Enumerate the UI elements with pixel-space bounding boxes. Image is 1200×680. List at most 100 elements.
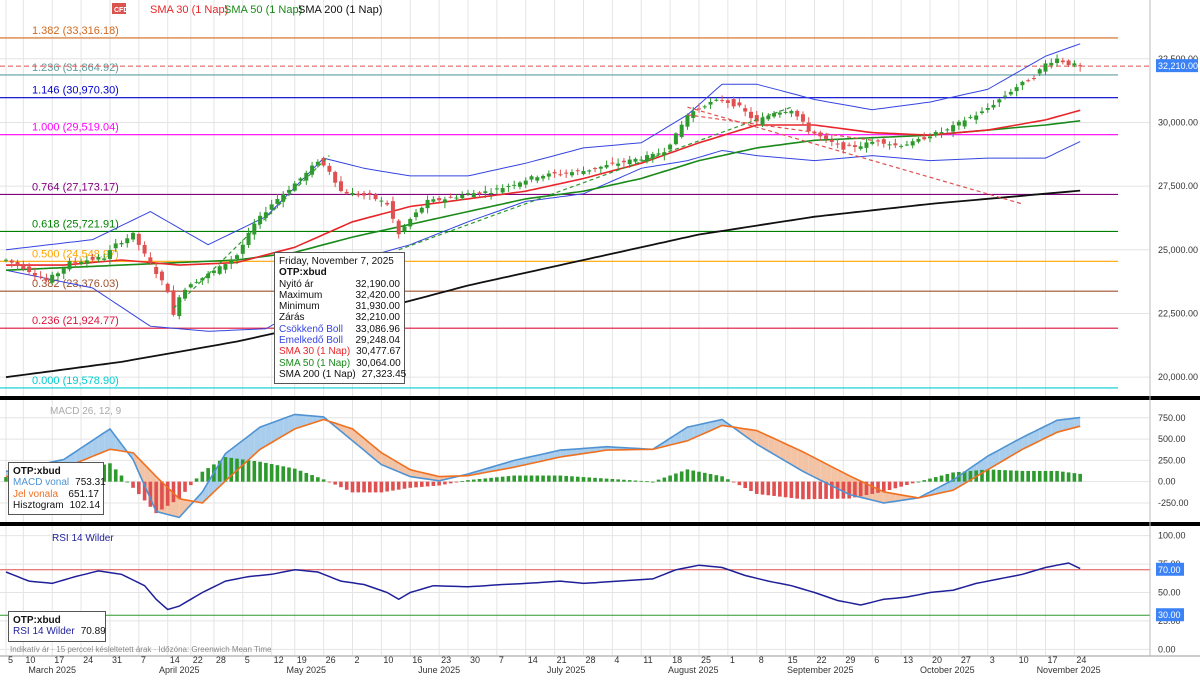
tooltip-row-value: 29,248.04 — [356, 335, 401, 346]
macd-histogram-bar — [934, 477, 938, 482]
macd-box-row-value: 102.14 — [70, 500, 101, 511]
x-month-label: July 2025 — [547, 665, 586, 675]
macd-histogram-bar — [339, 482, 343, 488]
macd-histogram-bar — [385, 482, 389, 492]
rsi-title: RSI 14 Wilder — [52, 533, 114, 544]
fibonacci-level-label: 0.764 (27,173.17) — [32, 181, 119, 193]
macd-histogram-bar — [720, 476, 724, 481]
x-day-label: 10 — [25, 655, 35, 665]
macd-histogram-bar — [593, 478, 597, 482]
price-tick-label: 20,000.00 — [1158, 372, 1198, 382]
macd-histogram-bar — [888, 482, 892, 490]
candle-body — [1044, 63, 1048, 71]
candle-body — [1049, 63, 1053, 65]
tooltip-row-value: 27,323.45 — [362, 369, 407, 380]
macd-histogram-bar — [830, 482, 834, 499]
candle-body — [270, 204, 274, 209]
macd-histogram-bar — [270, 464, 274, 482]
candle-body — [345, 192, 349, 194]
candle-body — [391, 201, 395, 219]
candle-body — [1072, 63, 1076, 65]
macd-histogram-bar — [940, 476, 944, 482]
candle-body — [535, 177, 539, 180]
macd-histogram-bar — [738, 482, 742, 485]
macd-histogram-bar — [368, 482, 372, 493]
candle-body — [16, 262, 20, 265]
fibonacci-level-label: 1.146 (30,970.30) — [32, 85, 119, 97]
macd-histogram-bar — [709, 474, 713, 482]
macd-histogram-bar — [899, 482, 903, 487]
candle-body — [928, 137, 932, 139]
candle-body — [85, 260, 89, 264]
candle-body — [449, 197, 453, 198]
candle-body — [622, 161, 626, 162]
x-month-label: June 2025 — [418, 665, 460, 675]
fibonacci-level-label: 0.236 (21,924.77) — [32, 315, 119, 327]
legend-sma200: SMA 200 (1 Nap) — [298, 4, 382, 16]
candle-body — [125, 238, 129, 243]
macd-histogram-bar — [795, 482, 799, 499]
macd-histogram-bar — [801, 482, 805, 500]
macd-histogram-bar — [183, 482, 187, 492]
macd-histogram-bar — [1044, 471, 1048, 482]
candle-body — [414, 212, 418, 217]
candle-body — [940, 132, 944, 133]
x-day-label: 18 — [672, 655, 682, 665]
candle-body — [922, 137, 926, 139]
macd-histogram-bar — [512, 476, 516, 482]
candle-body — [275, 199, 279, 204]
macd-histogram-bar — [622, 480, 626, 482]
macd-histogram-bar — [553, 476, 557, 482]
macd-histogram-bar — [1032, 471, 1036, 482]
macd-histogram-bar — [657, 480, 661, 482]
candle-body — [1003, 96, 1007, 97]
macd-histogram-bar — [564, 476, 568, 482]
candle-body — [714, 100, 718, 101]
x-month-label: April 2025 — [159, 665, 200, 675]
macd-histogram-bar — [882, 482, 886, 492]
candle-body — [639, 160, 643, 161]
macd-histogram-bar — [1015, 471, 1019, 482]
x-day-label: 10 — [1019, 655, 1029, 665]
macd-histogram-bar — [922, 480, 926, 482]
candle-body — [148, 257, 152, 262]
macd-histogram-bar — [420, 482, 424, 487]
candle-body — [420, 208, 424, 213]
candle-body — [853, 145, 857, 147]
macd-histogram-bar — [547, 476, 551, 482]
macd-histogram-bar — [472, 480, 476, 482]
tooltip-row-label: Nyitó ár — [279, 279, 313, 290]
macd-histogram-bar — [466, 480, 470, 482]
macd-histogram-bar — [1073, 473, 1077, 482]
tooltip-row: SMA 200 (1 Nap)27,323.45 — [279, 369, 400, 380]
tooltip-row-value: 32,190.00 — [356, 279, 401, 290]
macd-box-row-label: Hisztogram — [13, 500, 64, 511]
candle-body — [1055, 59, 1059, 63]
macd-histogram-bar — [559, 476, 563, 482]
candle-body — [374, 194, 378, 199]
candle-body — [131, 233, 135, 240]
macd-histogram-bar — [1026, 471, 1030, 482]
candle-body — [1038, 69, 1042, 73]
macd-histogram-bar — [663, 478, 667, 482]
macd-histogram-bar — [686, 469, 690, 481]
macd-histogram-bar — [391, 482, 395, 491]
macd-histogram-bar — [894, 482, 898, 489]
candle-body — [495, 188, 499, 189]
macd-histogram-bar — [876, 482, 880, 493]
x-day-label: 14 — [170, 655, 180, 665]
candle-body — [137, 234, 141, 245]
macd-histogram-bar — [432, 482, 436, 486]
candle-body — [460, 195, 464, 198]
x-day-label: 25 — [701, 655, 711, 665]
candle-body — [466, 193, 470, 194]
candle-body — [281, 194, 285, 202]
macd-histogram-bar — [611, 479, 615, 482]
macd-histogram-bar — [195, 478, 199, 481]
macd-histogram-bar — [570, 476, 574, 481]
candle-body — [1020, 82, 1024, 85]
